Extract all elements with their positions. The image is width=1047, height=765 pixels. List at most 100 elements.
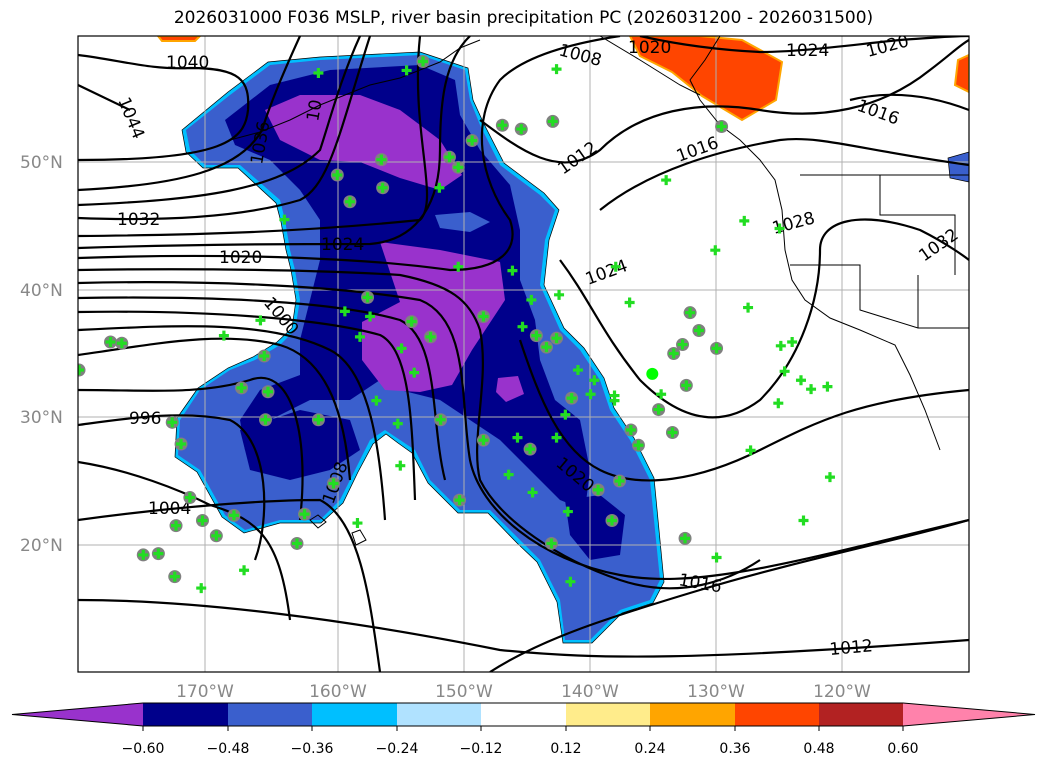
plus-icon [779,366,790,377]
plus-icon [824,472,835,483]
station-marker-plus [711,552,722,563]
station-marker-plus [806,384,817,395]
station-marker-plus [526,294,537,305]
isobar-label: 1024 [321,235,364,255]
plus-icon [365,311,376,322]
station-marker-plus [396,343,407,354]
station-marker-circle [227,508,241,522]
plus-icon [680,533,691,544]
plus-icon [105,337,116,347]
station-marker-circle [476,433,490,447]
station-marker-circle [209,529,223,543]
isobar-label: 996 [129,409,161,429]
station-marker-circle [290,536,304,550]
colorbar-tick-label: 0.60 [887,741,918,757]
lon-label: 120°W [813,682,871,702]
station-marker-circle [434,413,448,427]
precip-purple-central [362,242,524,402]
station-marker-plus [352,518,363,529]
station-marker-circle [451,160,465,174]
station-marker-plus [395,460,406,471]
station-marker-plus [434,182,445,193]
plus-icon [260,414,271,425]
isobar-label: 1020 [628,38,671,58]
plus-icon [376,154,387,165]
station-marker-circle [550,331,564,345]
plus-icon [562,506,573,517]
station-marker-plus [517,321,528,332]
plus-icon [531,330,542,341]
isobar-label: 1020 [219,248,262,268]
station-marker-circle [652,403,666,417]
station-marker-plus [409,367,420,378]
station-marker-plus [392,418,403,429]
station-markers [78,55,835,594]
plus-icon [773,398,784,409]
plus-icon [624,297,635,308]
plus-icon [774,223,785,234]
isobar-label: 1004 [148,499,191,519]
plus-icon [417,56,428,67]
station-marker-circle [165,415,179,429]
station-marker-dot [646,367,659,380]
plus-icon [362,292,373,303]
plus-icon [409,367,420,378]
station-marker-plus [610,261,621,272]
plus-icon [425,331,436,342]
station-marker-circle [715,120,729,134]
lon-label: 150°W [435,682,493,702]
plus-icon [197,515,208,526]
map-title: 2026031000 F036 MSLP, river basin precip… [173,8,874,28]
station-marker-circle [261,385,275,399]
plus-icon [255,315,266,326]
plus-icon [661,175,672,186]
plus-icon [745,445,756,456]
plus-icon [554,289,565,300]
plus-icon [585,389,596,400]
plus-icon [259,351,270,362]
plus-icon [453,162,464,173]
station-marker-circle [374,153,388,167]
map-frame [77,35,970,673]
colorbar-extend-min [12,703,143,726]
station-marker-plus [560,409,571,420]
station-marker-circle [361,290,375,304]
station-marker-circle [311,413,325,427]
plus-icon [401,65,412,76]
station-marker-plus [656,389,667,400]
station-marker-circle [78,363,86,377]
plus-icon [171,520,182,531]
colorbar-segment [566,703,650,726]
station-marker-circle [330,168,344,182]
station-marker-plus [822,381,833,392]
station-marker-circle [376,181,390,195]
colorbar-tick-label: 0.36 [719,741,750,757]
station-marker-plus [773,398,784,409]
plus-icon [299,509,310,520]
station-marker-plus [507,265,518,276]
lon-axis: 170°W 160°W 150°W 140°W 130°W 120°W [176,682,871,702]
plus-icon [138,549,149,560]
plus-icon [716,121,727,132]
lon-label: 140°W [561,682,619,702]
station-marker-circle [591,483,605,497]
colorbar-segment [481,703,566,726]
station-marker-circle [710,341,724,355]
station-marker-circle [523,442,537,456]
plus-icon [239,565,250,576]
colorbar-tick-label: 0.48 [803,741,834,757]
station-marker-circle [683,306,697,320]
station-marker-plus [551,432,562,443]
station-marker-circle [104,335,117,349]
precip-navy-south [240,410,625,560]
station-marker-circle [424,330,438,344]
plus-icon [739,215,750,226]
plus-icon [795,375,806,386]
station-marker-circle [605,514,619,527]
lon-label: 130°W [687,682,745,702]
plus-icon [332,169,343,180]
plus-icon [169,571,180,582]
plus-icon [176,439,187,449]
station-marker-plus [743,302,754,313]
